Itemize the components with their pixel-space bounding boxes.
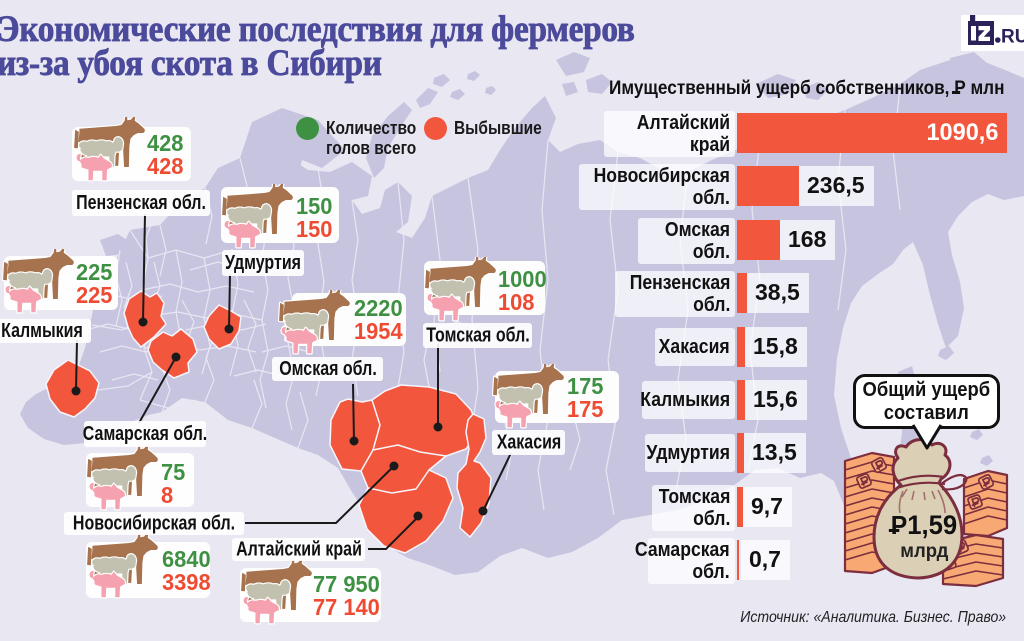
- svg-text:RU: RU: [1001, 27, 1024, 48]
